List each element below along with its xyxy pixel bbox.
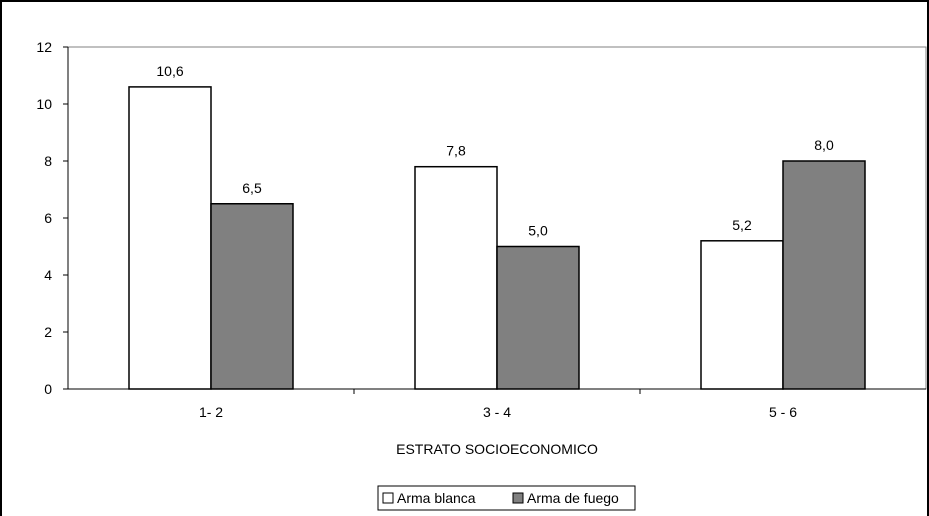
legend: Arma blanca Arma de fuego bbox=[377, 485, 636, 511]
bar-arma-blanca bbox=[700, 240, 784, 390]
y-tick-label: 12 bbox=[36, 39, 52, 55]
legend-swatch bbox=[512, 492, 524, 504]
bar-arma-blanca bbox=[414, 165, 498, 390]
y-tick-label: 6 bbox=[44, 210, 52, 226]
y-tick-label: 2 bbox=[44, 324, 52, 340]
data-label: 5,0 bbox=[528, 223, 548, 239]
y-tick-label: 8 bbox=[44, 153, 52, 169]
bar-arma-de-fuego bbox=[496, 245, 580, 390]
bar-arma-blanca bbox=[128, 86, 212, 390]
data-label: 6,5 bbox=[242, 180, 262, 196]
legend-swatch bbox=[382, 492, 394, 504]
y-tick-label: 4 bbox=[44, 267, 52, 283]
data-label: 5,2 bbox=[732, 217, 752, 233]
legend-label: Arma de fuego bbox=[527, 490, 619, 506]
legend-box bbox=[377, 485, 636, 511]
legend-label: Arma blanca bbox=[397, 490, 476, 506]
data-label: 7,8 bbox=[446, 143, 466, 159]
bar-arma-de-fuego bbox=[782, 160, 866, 390]
bar-arma-de-fuego bbox=[210, 203, 294, 390]
data-label: 10,6 bbox=[156, 63, 183, 79]
x-tick-label: 1- 2 bbox=[199, 404, 223, 420]
x-tick-label: 5 - 6 bbox=[769, 404, 797, 420]
x-tick-label: 3 - 4 bbox=[483, 404, 511, 420]
y-tick-label: 0 bbox=[44, 381, 52, 397]
y-tick-label: 10 bbox=[36, 96, 52, 112]
data-label: 8,0 bbox=[814, 137, 834, 153]
x-axis-title: ESTRATO SOCIOECONOMICO bbox=[396, 441, 598, 457]
